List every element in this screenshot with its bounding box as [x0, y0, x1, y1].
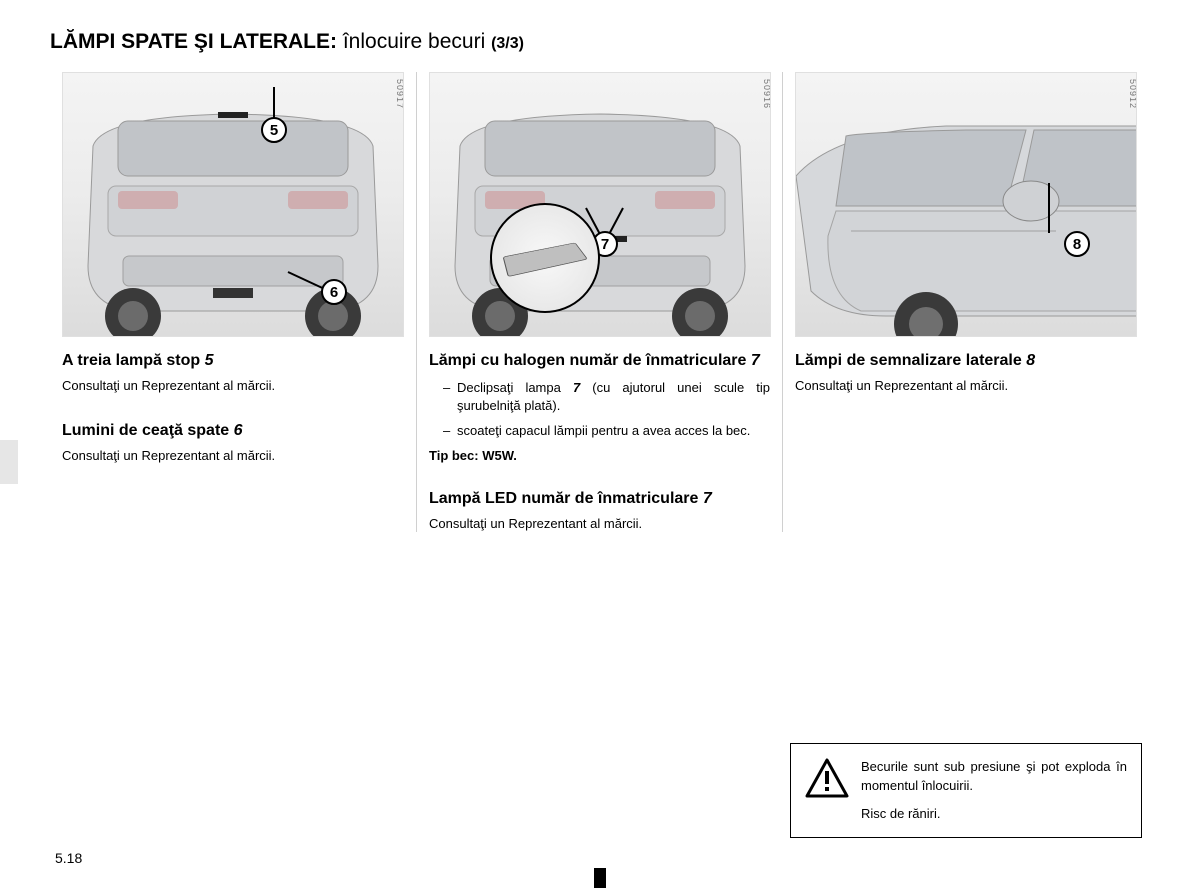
page-number: 5.18: [55, 850, 82, 866]
title-sub: înlocuire becuri: [337, 30, 491, 53]
text-consult-4: Consultaţi un Reprezentant al mărcii.: [795, 377, 1136, 395]
column-2: 50916 7: [416, 72, 782, 532]
car-rear-illustration: [73, 106, 393, 336]
title-main: LĂMPI SPATE ŞI LATERALE:: [50, 30, 337, 53]
plate-light-detail: [503, 242, 588, 277]
text-consult-1: Consultaţi un Reprezentant al mărcii.: [62, 377, 404, 395]
column-3: 50912 8 Lămpi de semnalizare laterale 8 …: [782, 72, 1148, 532]
heading-rear-fog: Lumini de ceaţă spate 6: [62, 421, 404, 441]
detail-inset: [490, 203, 600, 313]
callout-8: 8: [1064, 231, 1090, 257]
instruction-list: Declipsaţi lampa 7 (cu ajutorul unei scu…: [429, 379, 770, 440]
column-1: 50917 5 6: [50, 72, 416, 532]
heading-third-stop: A treia lampă stop 5: [62, 351, 404, 371]
list-item: Declipsaţi lampa 7 (cu ajutorul unei scu…: [443, 379, 770, 414]
list-item: scoateţi capacul lămpii pentru a avea ac…: [443, 422, 770, 440]
crop-mark: [594, 868, 606, 888]
warning-icon: [805, 758, 849, 798]
figure-rear-1: 50917 5 6: [62, 72, 404, 337]
image-id: 50917: [395, 79, 404, 109]
warning-text: Becurile sunt sub presiune şi pot explod…: [861, 758, 1127, 823]
heading-side-indicator: Lămpi de semnalizare laterale 8: [795, 351, 1136, 371]
image-id: 50912: [1128, 79, 1137, 109]
title-pager: (3/3): [491, 35, 524, 52]
bulb-type: Tip bec: W5W.: [429, 448, 770, 463]
leader-line: [273, 87, 275, 121]
content-columns: 50917 5 6: [50, 72, 1150, 532]
page-title: LĂMPI SPATE ŞI LATERALE: înlocuire becur…: [50, 30, 1150, 54]
image-id: 50916: [762, 79, 771, 109]
figure-rear-2: 50916 7: [429, 72, 771, 337]
side-tab: [0, 440, 18, 484]
text-consult-2: Consultaţi un Reprezentant al mărcii.: [62, 447, 404, 465]
car-rear-illustration: [440, 106, 760, 336]
text-consult-3: Consultaţi un Reprezentant al mărcii.: [429, 515, 770, 533]
heading-led-plate: Lampă LED număr de înmatriculare 7: [429, 489, 770, 509]
heading-halogen-plate: Lămpi cu halogen număr de înmatriculare …: [429, 351, 770, 371]
leader-line: [1048, 183, 1050, 233]
warning-box: Becurile sunt sub presiune şi pot explod…: [790, 743, 1142, 838]
figure-side: 50912 8: [795, 72, 1137, 337]
car-side-illustration: [796, 106, 1137, 336]
callout-5: 5: [261, 117, 287, 143]
callout-6: 6: [321, 279, 347, 305]
